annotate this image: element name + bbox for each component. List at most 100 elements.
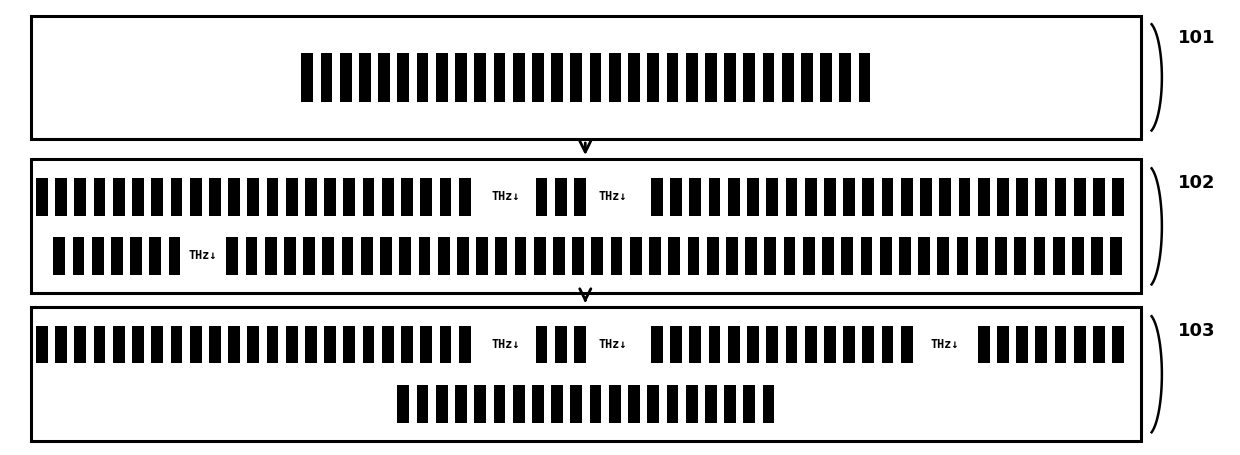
Bar xyxy=(436,385,448,423)
Bar xyxy=(301,53,312,102)
Bar xyxy=(591,237,604,275)
Bar xyxy=(112,237,123,275)
Bar xyxy=(536,178,548,216)
Bar xyxy=(378,53,391,102)
Bar xyxy=(801,53,812,102)
Bar xyxy=(190,326,202,364)
Bar xyxy=(130,237,141,275)
Bar xyxy=(1053,237,1064,275)
Bar xyxy=(997,326,1008,364)
Bar xyxy=(536,326,548,364)
Bar xyxy=(151,178,164,216)
Bar xyxy=(1014,237,1025,275)
Bar xyxy=(994,237,1007,275)
Bar xyxy=(1054,326,1066,364)
Bar xyxy=(94,326,105,364)
Bar xyxy=(398,53,409,102)
Text: THz↓: THz↓ xyxy=(492,338,521,351)
Bar xyxy=(939,178,951,216)
Bar xyxy=(496,237,507,275)
Bar xyxy=(920,178,931,216)
Bar xyxy=(436,53,448,102)
Bar xyxy=(976,237,987,275)
Bar xyxy=(728,326,739,364)
Bar xyxy=(839,53,851,102)
Bar xyxy=(534,237,546,275)
Bar xyxy=(709,178,720,216)
Bar xyxy=(248,178,259,216)
Bar xyxy=(494,385,506,423)
Bar xyxy=(552,53,563,102)
Bar xyxy=(402,178,413,216)
Bar xyxy=(671,178,682,216)
Bar xyxy=(343,326,356,364)
Bar xyxy=(36,178,47,216)
Bar xyxy=(532,53,544,102)
Text: 103: 103 xyxy=(1178,322,1215,340)
Bar xyxy=(1074,178,1085,216)
Bar xyxy=(689,326,702,364)
Bar xyxy=(900,178,913,216)
Bar xyxy=(532,385,544,423)
Bar xyxy=(609,385,621,423)
Bar xyxy=(843,326,854,364)
Bar xyxy=(630,237,642,275)
Bar xyxy=(843,178,854,216)
Bar xyxy=(113,178,124,216)
Bar xyxy=(113,326,124,364)
Bar xyxy=(55,178,67,216)
Bar xyxy=(1092,326,1105,364)
Bar xyxy=(804,237,815,275)
Bar xyxy=(786,326,797,364)
Bar xyxy=(709,326,720,364)
Bar xyxy=(556,178,567,216)
Bar xyxy=(882,178,893,216)
Bar xyxy=(1091,237,1102,275)
Bar xyxy=(879,237,892,275)
Bar xyxy=(420,326,433,364)
Bar xyxy=(668,237,681,275)
Bar xyxy=(210,326,221,364)
Bar xyxy=(977,326,990,364)
Bar xyxy=(342,237,353,275)
Bar xyxy=(455,385,467,423)
Text: THz↓: THz↓ xyxy=(930,338,959,351)
Bar xyxy=(417,53,429,102)
Bar xyxy=(246,237,258,275)
Bar xyxy=(92,237,103,275)
Bar xyxy=(763,53,774,102)
Bar xyxy=(647,53,660,102)
Bar xyxy=(611,237,622,275)
Bar xyxy=(746,326,759,364)
Bar xyxy=(286,326,298,364)
Bar xyxy=(1074,326,1085,364)
Bar xyxy=(131,178,144,216)
Bar xyxy=(956,237,968,275)
Bar xyxy=(419,237,430,275)
Bar xyxy=(248,326,259,364)
Bar xyxy=(227,237,238,275)
Bar xyxy=(458,237,469,275)
Bar xyxy=(363,326,374,364)
Bar xyxy=(590,385,601,423)
Bar xyxy=(743,385,755,423)
Bar xyxy=(647,385,660,423)
Bar xyxy=(671,326,682,364)
Bar xyxy=(397,385,409,423)
Bar xyxy=(573,237,584,275)
Bar xyxy=(918,237,930,275)
Bar xyxy=(574,178,587,216)
Bar xyxy=(74,178,86,216)
Bar xyxy=(651,178,663,216)
Bar xyxy=(1016,326,1028,364)
Bar xyxy=(997,178,1008,216)
Bar xyxy=(686,53,697,102)
Bar xyxy=(402,326,413,364)
Bar xyxy=(570,53,583,102)
Bar xyxy=(1035,326,1047,364)
Bar xyxy=(900,326,913,364)
Bar xyxy=(1054,178,1066,216)
Bar xyxy=(475,385,486,423)
Bar xyxy=(707,237,719,275)
Bar xyxy=(340,53,352,102)
